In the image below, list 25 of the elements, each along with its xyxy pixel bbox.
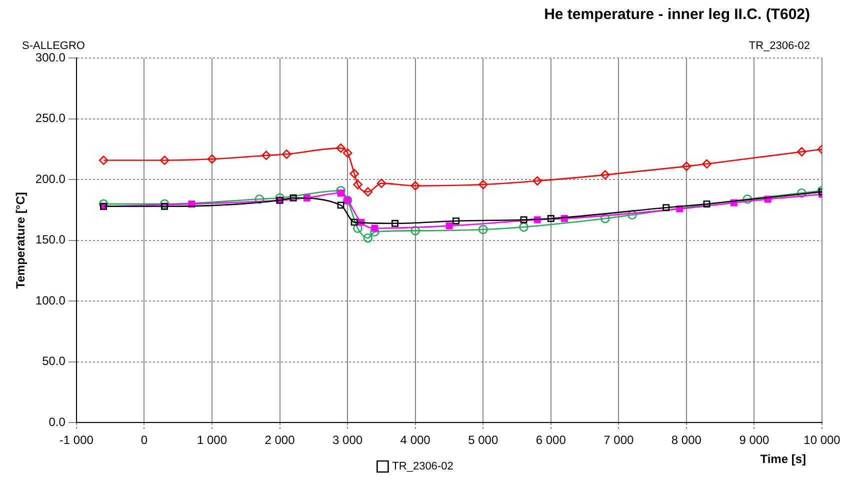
x-axis-title: Time [s] <box>760 452 806 466</box>
y-tick-label: 300.0 <box>35 50 66 65</box>
y-tick-label: 250.0 <box>35 111 66 126</box>
x-tick-label: 9 000 <box>739 433 770 448</box>
x-tick-label: 2 000 <box>264 433 296 448</box>
y-tick-label: 200.0 <box>35 172 66 186</box>
y-tick-label: 100.0 <box>35 293 66 308</box>
chart-title: He temperature - inner leg II.C. (T602) <box>544 6 810 23</box>
x-tick-label: 3 000 <box>332 433 363 448</box>
text: TR_2306-02 <box>748 40 810 52</box>
x-tick-label: 10 000 <box>804 433 841 448</box>
x-tick-label: 5 000 <box>468 433 498 448</box>
text: S-ALLEGRO <box>22 40 85 52</box>
y-tick-label: 0.0 <box>48 414 66 429</box>
x-tick-label: 1 000 <box>196 433 228 448</box>
y-axis-title: Temperature [°C] <box>14 192 28 289</box>
x-tick-label: -1 000 <box>59 433 94 448</box>
y-tick-label: 50.0 <box>42 354 66 368</box>
x-tick-label: 7 000 <box>604 433 634 448</box>
x-tick-label: 6 000 <box>536 433 566 448</box>
x-tick-label: 0 <box>140 433 148 448</box>
x-tick-label: 4 000 <box>400 433 431 448</box>
x-tick-label: 8 000 <box>671 433 702 448</box>
y-tick-label: 150.0 <box>35 232 66 247</box>
legend-label: TR_2306-02 <box>392 460 454 473</box>
